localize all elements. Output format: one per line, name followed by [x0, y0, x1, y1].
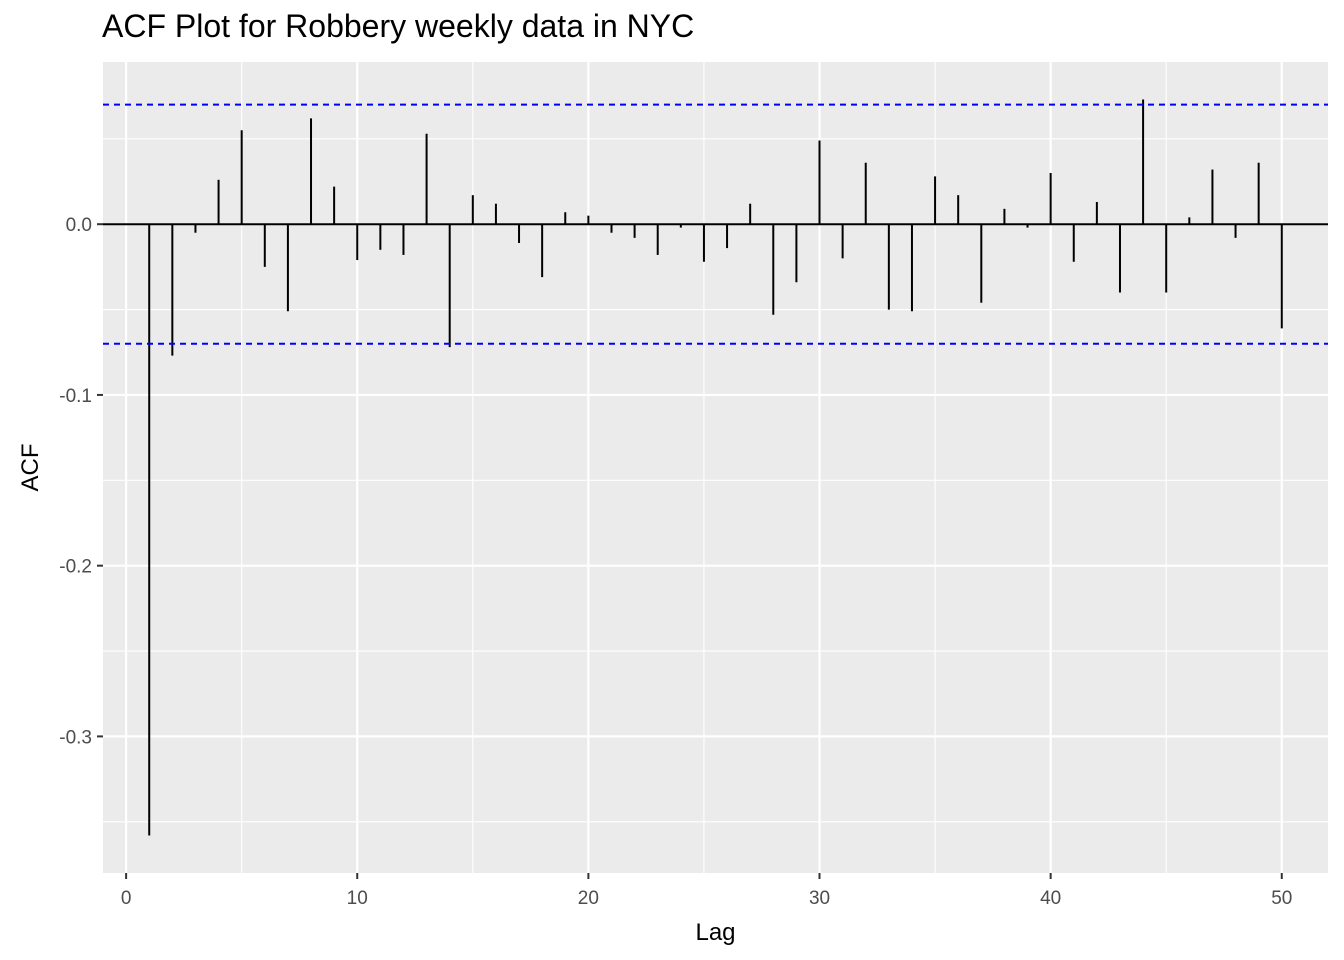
y-tick-label: -0.1 — [59, 386, 92, 407]
acf-bars — [148, 99, 1283, 836]
minor-gridlines — [103, 62, 1328, 873]
x-tick-label: 40 — [1040, 888, 1061, 909]
x-tick-label: 20 — [578, 888, 599, 909]
x-tick-label: 0 — [121, 888, 132, 909]
plot-panel — [103, 62, 1328, 873]
y-tick-label: -0.2 — [59, 557, 92, 578]
chart-title: ACF Plot for Robbery weekly data in NYC — [102, 8, 695, 44]
x-tick-label: 50 — [1271, 888, 1292, 909]
y-axis-title: ACF — [17, 444, 44, 492]
y-tick-label: -0.3 — [59, 727, 92, 748]
x-tick-label: 10 — [347, 888, 368, 909]
x-axis: 0 10 20 30 40 50 — [121, 873, 1292, 909]
y-axis: -0.3 -0.2 -0.1 0.0 — [59, 215, 103, 748]
x-axis-title: Lag — [695, 919, 735, 946]
y-tick-label: 0.0 — [66, 215, 92, 236]
x-tick-label: 30 — [809, 888, 830, 909]
